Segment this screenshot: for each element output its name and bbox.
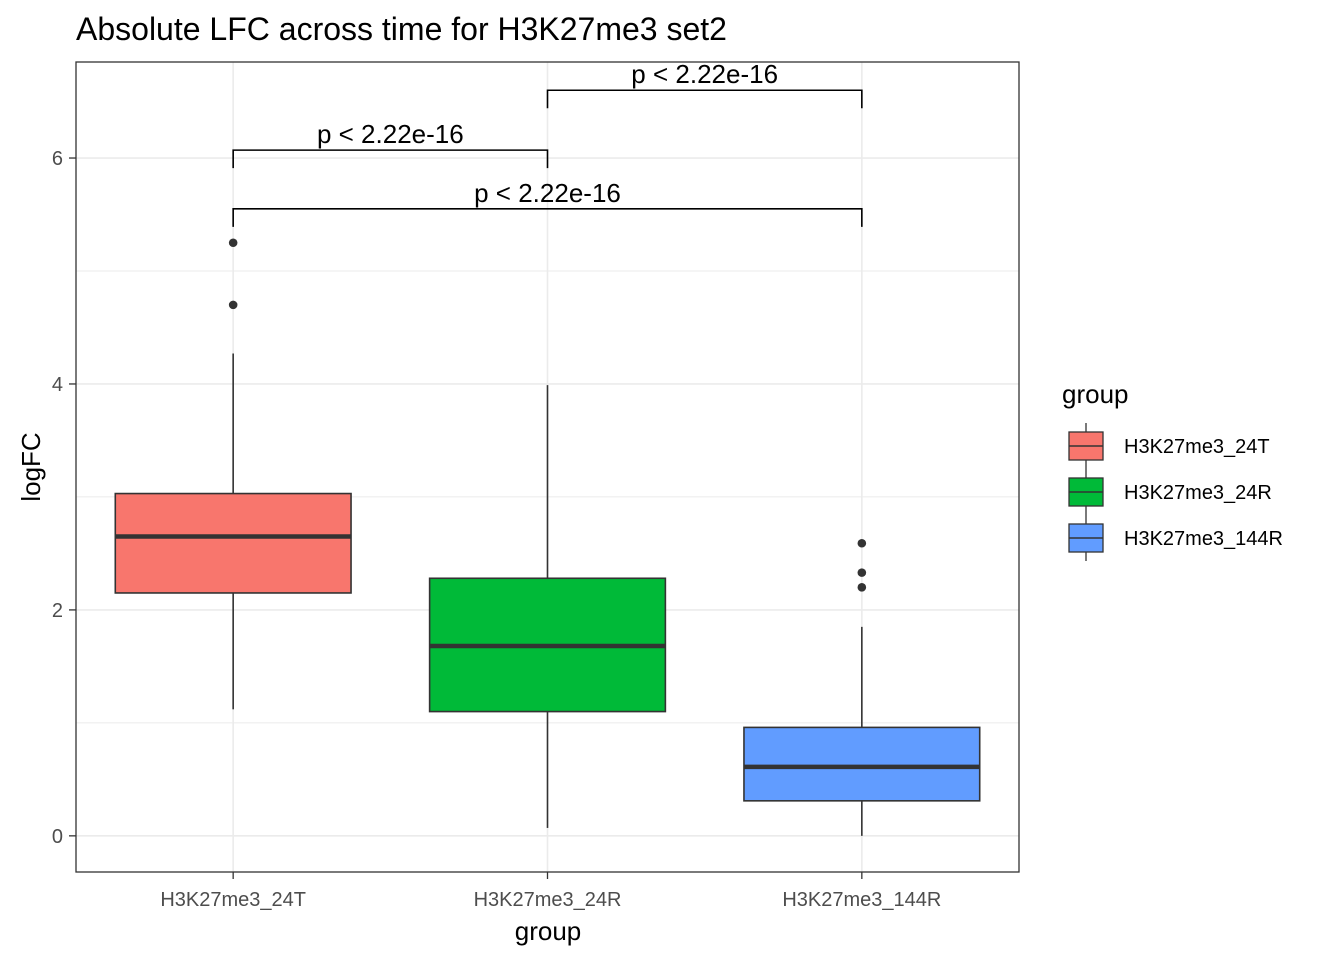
comparison-bracket: p < 2.22e-16 [232,119,549,169]
comparison-brackets: p < 2.22e-16 p < 2.22e-16 p < 2.22e-16 [232,59,863,227]
outlier-point [857,583,867,592]
x-axis-title: group [515,916,582,946]
p-value-label: p < 2.22e-16 [631,59,778,89]
box-H3K27me3_144R [743,538,981,836]
chart-title: Absolute LFC across time for H3K27me3 se… [76,11,727,47]
y-tick-label: 2 [52,600,63,622]
legend-title: group [1062,379,1129,409]
boxplot-layer [114,238,981,836]
y-tick-label: 4 [52,374,63,396]
x-tick-label: H3K27me3_144R [782,889,941,911]
box-body [743,726,981,802]
y-tick-label: 6 [52,148,63,170]
box-H3K27me3_24R [428,385,667,828]
outlier-point [228,238,238,248]
p-value-label: p < 2.22e-16 [474,178,621,208]
box-H3K27me3_24T [114,238,352,710]
outlier-point [857,538,867,548]
y-axis-title: logFC [16,432,46,501]
legend: group H3K27me3_24T H3K27me3_24R H3K27me3_1… [1062,379,1283,561]
bracket-line [232,149,549,169]
p-value-label: p < 2.22e-16 [317,119,464,149]
legend-label: H3K27me3_24T [1124,436,1270,458]
x-tick-label: H3K27me3_24T [160,889,306,911]
box-body [114,492,352,594]
y-tick-label: 0 [52,826,63,848]
legend-entry: H3K27me3_24T [1068,423,1270,469]
legend-entry: H3K27me3_24R [1068,469,1272,515]
outlier-point [228,300,238,310]
legend-label: H3K27me3_24R [1124,482,1272,504]
bracket-line [546,89,863,109]
x-tick-label: H3K27me3_24R [474,889,622,911]
comparison-bracket: p < 2.22e-16 [546,59,863,109]
outlier-point [857,568,867,577]
legend-entry: H3K27me3_144R [1068,515,1283,561]
legend-label: H3K27me3_144R [1124,528,1283,550]
comparison-bracket: p < 2.22e-16 [232,178,863,227]
bracket-line [232,208,863,227]
axes-layer: 0 2 4 6 H3K27me3_24T H3K27me3_24R H3K27me3_144… [52,148,941,911]
